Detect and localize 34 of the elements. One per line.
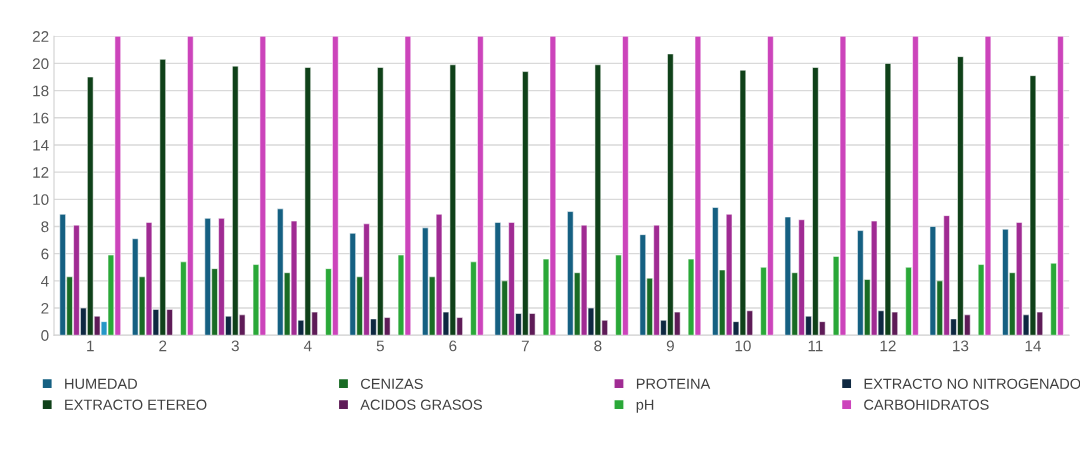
legend-label: CENIZAS [360,378,423,389]
y-tick-label: 22 [32,31,49,42]
y-tick-label: 10 [33,194,49,206]
legend-label: pH [636,399,654,413]
legend-label: CARBOHIDRATOS [864,399,989,410]
x-tick-label: 6 [449,340,457,352]
y-tick-label: 2 [41,302,49,314]
x-tick-label: 1 [87,340,94,352]
legend-label: EXTRACTO ETEREO [65,399,207,410]
legend-label: PROTEINA [636,378,711,389]
y-tick-label: 14 [33,139,49,151]
x-tick-label: 2 [159,340,167,352]
x-tick-label: 9 [666,340,674,352]
x-tick-label: 11 [808,340,823,352]
x-tick-label: 3 [231,340,239,352]
y-tick-label: 20 [32,58,49,70]
x-tick-label: 7 [521,340,529,352]
x-tick-label: 5 [376,340,384,352]
y-tick-label: 16 [33,112,49,124]
x-tick-label: 14 [1025,340,1041,352]
x-tick-label: 4 [303,340,312,352]
legend-label: ACIDOS GRASOS [360,399,482,410]
x-tick-label: 13 [953,340,969,352]
y-tick-label: 12 [33,167,49,178]
x-tick-label: 8 [594,340,602,352]
x-tick-label: 10 [735,340,751,352]
x-tick-label: 12 [880,340,896,352]
y-tick-label: 0 [41,330,49,341]
y-tick-label: 8 [41,221,49,233]
legend-label: HUMEDAD [65,378,137,389]
legend-label: EXTRACTO NO NITROGENADO [864,378,1080,389]
y-tick-label: 6 [41,248,49,260]
y-tick-label: 18 [33,85,49,97]
y-tick-label: 4 [40,275,49,287]
